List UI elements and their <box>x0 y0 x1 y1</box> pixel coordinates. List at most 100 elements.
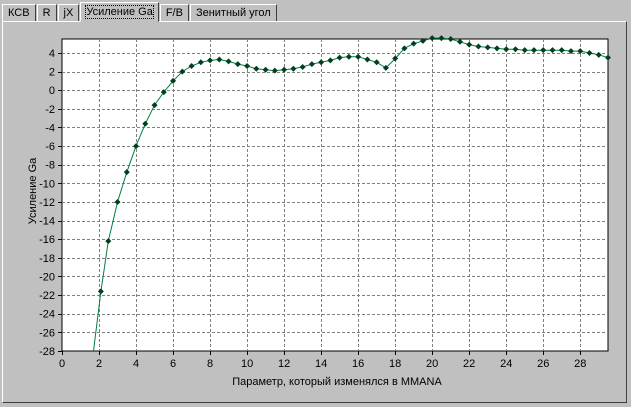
data-point <box>558 47 565 54</box>
x-tick-label: 2 <box>96 358 102 370</box>
y-tick-label: -16 <box>39 234 55 246</box>
tab-1[interactable]: R <box>36 4 57 21</box>
data-point <box>318 59 325 66</box>
series-layer <box>93 35 611 352</box>
tab-4[interactable]: F/B <box>159 4 189 21</box>
x-tick-label: 12 <box>278 358 290 370</box>
data-point <box>484 44 491 51</box>
y-tick-label: -4 <box>45 122 55 134</box>
tab-label: Усиление Ga <box>85 5 154 19</box>
data-point <box>114 198 121 205</box>
chart-panel <box>2 21 627 403</box>
data-point <box>586 49 593 56</box>
x-tick-label: 6 <box>170 358 176 370</box>
data-point <box>438 35 445 42</box>
y-tick-label: -8 <box>45 160 55 172</box>
y-tick-label: -28 <box>39 346 55 358</box>
tab-label: jX <box>63 7 74 19</box>
y-tick-label: 2 <box>49 67 55 79</box>
data-point <box>151 102 158 109</box>
y-tick-label: -20 <box>39 271 55 283</box>
x-tick-label: 8 <box>207 358 213 370</box>
data-point <box>170 77 177 84</box>
y-tick-label: -2 <box>45 104 55 116</box>
tab-0[interactable]: КСВ <box>2 4 36 21</box>
data-point <box>456 38 463 45</box>
y-tick-label: -14 <box>39 216 55 228</box>
data-point <box>549 47 556 54</box>
data-point <box>382 64 389 71</box>
data-point <box>188 63 195 70</box>
x-tick-label: 16 <box>352 358 364 370</box>
tab-label: КСВ <box>8 7 30 19</box>
x-tick-label: 28 <box>574 358 586 370</box>
data-point <box>447 36 454 42</box>
y-tick-label: -6 <box>45 141 55 153</box>
data-point <box>105 238 112 245</box>
data-point <box>207 57 214 64</box>
data-point <box>133 143 140 150</box>
data-point <box>216 56 223 63</box>
tab-label: F/B <box>165 7 183 19</box>
data-point <box>540 47 547 54</box>
data-point <box>290 65 297 72</box>
data-point <box>234 61 241 68</box>
data-point <box>299 63 306 70</box>
data-point <box>327 57 334 64</box>
y-tick-label: -24 <box>39 309 55 321</box>
data-point <box>225 58 232 65</box>
data-point <box>281 66 288 73</box>
data-point <box>595 51 602 58</box>
y-tick-label: -22 <box>39 290 55 302</box>
x-tick-label: 4 <box>133 358 139 370</box>
data-point <box>308 61 315 68</box>
tab-label: Зенитный угол <box>195 7 271 19</box>
data-point <box>605 54 611 61</box>
data-point <box>530 47 537 54</box>
x-tick-label: 14 <box>315 358 327 370</box>
data-point <box>503 46 510 53</box>
data-point <box>577 48 584 55</box>
data-point <box>271 67 278 74</box>
data-point <box>429 35 436 42</box>
data-point <box>179 68 186 75</box>
data-point <box>142 120 149 127</box>
grid-lines <box>58 39 608 355</box>
data-point <box>410 40 417 47</box>
data-point <box>419 37 426 44</box>
data-point <box>512 46 519 53</box>
y-tick-label: -18 <box>39 253 55 265</box>
data-point <box>197 59 204 66</box>
y-tick-label: -12 <box>39 197 55 209</box>
tab-5[interactable]: Зенитный угол <box>189 4 277 21</box>
data-point <box>97 288 104 295</box>
plot-area <box>61 38 609 352</box>
tab-3[interactable]: Усиление Ga <box>80 2 159 22</box>
y-tick-label: -26 <box>39 327 55 339</box>
x-tick-label: 26 <box>537 358 549 370</box>
x-tick-label: 22 <box>463 358 475 370</box>
y-axis-label: Усиление Ga <box>27 157 39 224</box>
data-point <box>521 47 528 54</box>
x-tick-label: 18 <box>389 358 401 370</box>
x-tick-labels: 0 2 4 6 8 10 12 14 16 18 20 22 24 26 28 <box>59 358 586 370</box>
tab-2[interactable]: jX <box>57 4 80 21</box>
data-point <box>123 169 130 176</box>
y-tick-label: 0 <box>49 85 55 97</box>
x-tick-label: 10 <box>241 358 253 370</box>
data-point <box>160 89 167 96</box>
x-axis-label: Параметр, который изменялся в MMANA <box>232 376 442 388</box>
tab-label: R <box>42 7 51 19</box>
x-tick-label: 20 <box>426 358 438 370</box>
data-point <box>244 63 251 70</box>
y-tick-labels: 4 2 0 -2 -4 -6 -8 -10 -12 -14 -16 -18 -20 -22 -24 -26 -2… <box>39 48 55 358</box>
data-point <box>493 45 500 52</box>
data-point <box>392 55 399 62</box>
data-point <box>262 66 269 73</box>
data-point <box>336 54 343 61</box>
data-point <box>401 45 408 52</box>
x-tick-label: 24 <box>500 358 512 370</box>
y-tick-label: -10 <box>39 178 55 190</box>
